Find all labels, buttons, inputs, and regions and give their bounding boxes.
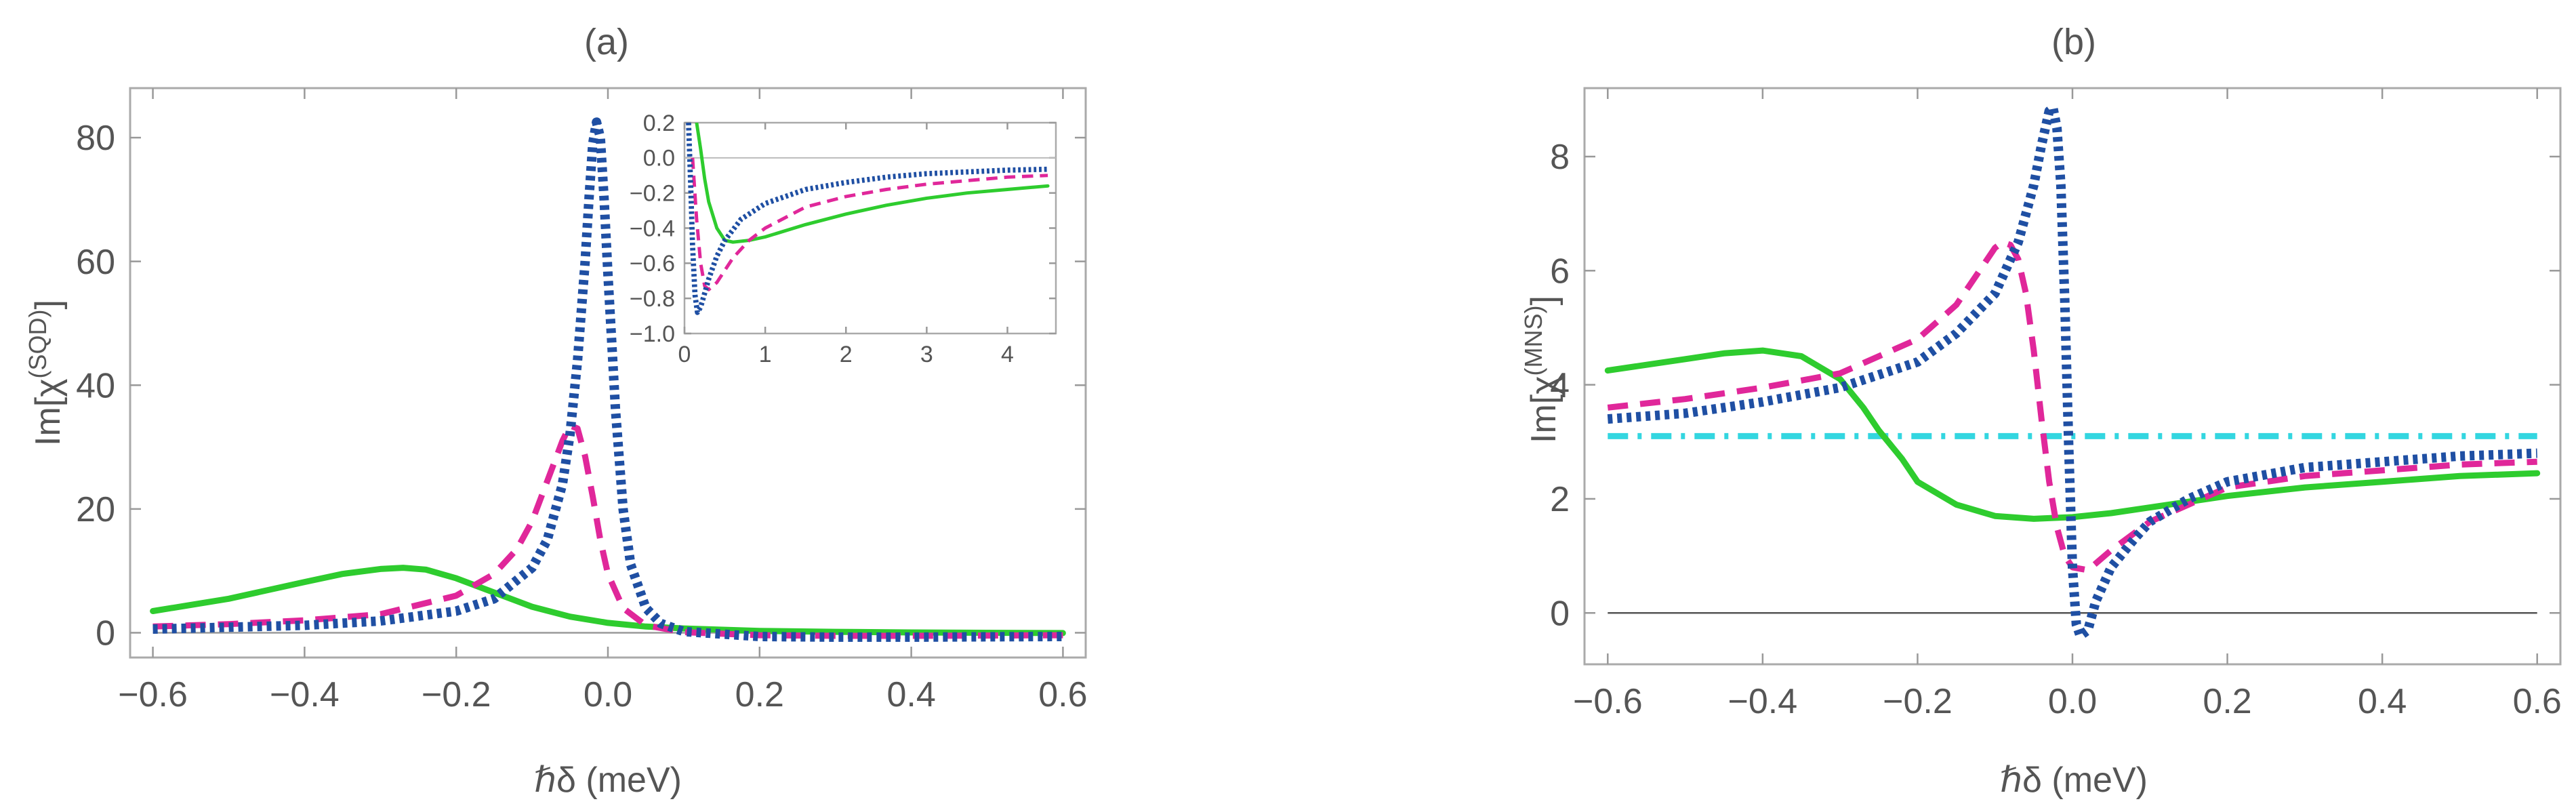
- y-tick-label: 6: [1550, 252, 1570, 291]
- x-tick-label: 0.4: [2358, 682, 2407, 721]
- x-tick-label: 0.4: [886, 675, 935, 714]
- y-tick-label: 0: [1550, 594, 1570, 633]
- y-tick-label: 0: [96, 614, 115, 653]
- x-axis-label-b: ℏδ (meV): [2000, 761, 2148, 800]
- y-axis-label-b: Im[χ(MNS)]: [1519, 296, 1563, 443]
- y-tick-label: 0.0: [643, 146, 675, 171]
- x-tick-label: −0.4: [270, 675, 340, 714]
- chart-title-b: (b): [2051, 22, 2096, 62]
- x-tick-label: 0: [678, 342, 691, 367]
- series-line-magenta: [152, 422, 1063, 639]
- y-tick-label: −0.6: [630, 251, 675, 277]
- y-tick-label: −0.8: [630, 286, 675, 312]
- y-tick-label: 0.2: [643, 110, 675, 136]
- y-axis-label-a: Im[χ(SQD)]: [24, 300, 68, 446]
- x-tick-label: −0.2: [422, 675, 491, 714]
- y-tick-label: 8: [1550, 138, 1570, 177]
- series-line-blue: [152, 117, 1063, 642]
- chart-title-a: (a): [584, 22, 629, 62]
- x-tick-label: 3: [920, 342, 933, 367]
- y-ticks-b: 0 2 4 6 8: [1550, 138, 2560, 633]
- x-tick-label: 1: [759, 342, 772, 367]
- inset-frame: [683, 121, 1057, 335]
- inset-a: 0 1 2 3 4 0.2 0.0 −0.2 −0.4 −0.6 −0.8 −1.0: [630, 110, 1057, 367]
- x-tick-label: 2: [840, 342, 853, 367]
- panel-b: (b) −0.6 −0.4 −0.2 0.0 0.2 0.4 0.6 0 2 4 6 8 ℏδ (m…: [1519, 22, 2562, 800]
- x-tick-label: 0.6: [2513, 682, 2562, 721]
- y-tick-label: −0.2: [630, 181, 675, 207]
- x-tick-label: 0.6: [1038, 675, 1087, 714]
- series-line-green: [150, 565, 1066, 637]
- inset-x-ticks: 0 1 2 3 4: [678, 123, 1014, 367]
- series-line-magenta: [691, 157, 1048, 291]
- x-tick-label: −0.2: [1883, 682, 1953, 721]
- y-tick-label: 4: [1550, 366, 1570, 405]
- series-line-magenta: [1607, 239, 2537, 573]
- series-line-green: [695, 123, 1050, 244]
- x-tick-label: 0.2: [735, 675, 784, 714]
- series-line-blue: [686, 123, 1048, 315]
- x-tick-label: 4: [1001, 342, 1014, 367]
- inset-y-ticks: 0.2 0.0 −0.2 −0.4 −0.6 −0.8 −1.0: [630, 110, 1056, 347]
- x-ticks-b: −0.6 −0.4 −0.2 0.0 0.2 0.4 0.6: [1573, 88, 2562, 721]
- series-b: [1604, 103, 2541, 641]
- y-tick-label: 80: [76, 119, 115, 158]
- y-tick-label: 60: [76, 243, 115, 282]
- x-tick-label: 0.2: [2203, 682, 2251, 721]
- y-tick-label: 20: [76, 490, 115, 529]
- x-axis-label-a: ℏδ (meV): [534, 761, 682, 800]
- y-tick-label: −1.0: [630, 321, 675, 347]
- x-tick-label: −0.4: [1728, 682, 1798, 721]
- y-tick-label: −0.4: [630, 216, 675, 241]
- inset-series: [686, 123, 1050, 315]
- x-tick-label: −0.6: [118, 675, 188, 714]
- y-tick-label: 2: [1550, 480, 1570, 519]
- x-tick-label: 0.0: [584, 675, 632, 714]
- series-a: [150, 117, 1066, 642]
- y-tick-label: 40: [76, 366, 115, 405]
- x-ticks-a: −0.6 −0.4 −0.2 0.0 0.2 0.4 0.6: [118, 88, 1088, 714]
- series-line-green: [1604, 347, 2541, 522]
- x-tick-label: 0.0: [2048, 682, 2097, 721]
- x-tick-label: −0.6: [1573, 682, 1643, 721]
